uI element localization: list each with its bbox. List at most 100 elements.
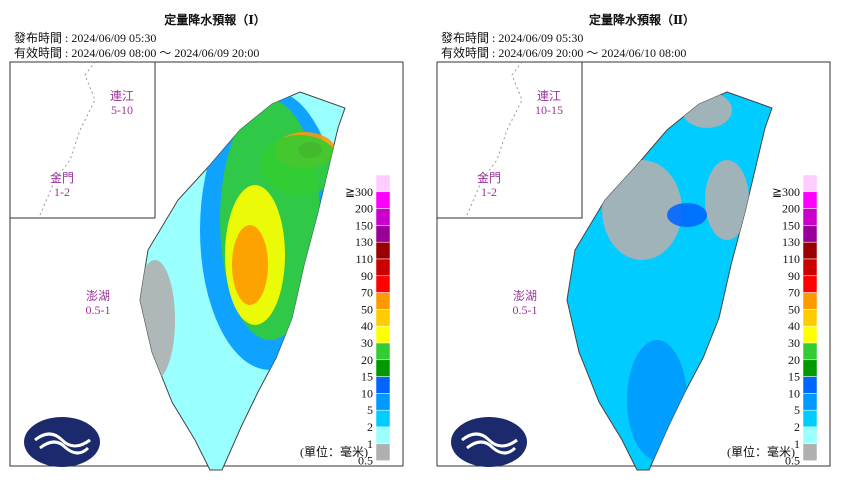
legend-label: 20 (788, 353, 800, 367)
inset-range: 10-15 (535, 103, 563, 117)
legend-swatch (802, 376, 818, 394)
issued-time: 發布時間 : 2024/06/09 05:30 (14, 30, 156, 45)
legend-swatch (802, 426, 818, 445)
legend-label: 15 (361, 370, 373, 384)
legend-swatch (375, 225, 391, 243)
legend-label: 90 (361, 269, 373, 283)
legend-swatch (802, 225, 818, 243)
rain-area (260, 135, 340, 195)
legend-swatch (375, 191, 391, 209)
legend-swatch (802, 393, 818, 411)
legend-label: 150 (782, 218, 800, 232)
rain-area (667, 203, 707, 227)
legend-swatch (375, 376, 391, 394)
legend-swatch (375, 342, 391, 361)
inset-name: 金門 (50, 170, 74, 185)
cwa-logo-swirl (461, 432, 518, 455)
legend-swatch (375, 426, 391, 445)
legend-label: 5 (367, 403, 373, 417)
legend-swatch (375, 359, 391, 377)
inset-range: 1-2 (54, 185, 70, 199)
legend-swatch (375, 409, 391, 428)
legend-swatch (802, 241, 818, 260)
coast (466, 61, 523, 216)
legend-label: 20 (361, 353, 373, 367)
inset-frame (436, 61, 583, 219)
rain-area (705, 160, 749, 240)
legend-swatch (802, 443, 818, 461)
legend-swatch (802, 309, 818, 327)
legend-swatch (375, 443, 391, 461)
legend-label: 1 (367, 437, 373, 451)
legend-swatch (802, 174, 818, 193)
inset-range: 1-2 (481, 185, 497, 199)
legend-label: 0.5 (785, 454, 800, 468)
rain-area (602, 160, 682, 260)
legend-label: 200 (355, 202, 373, 216)
legend-swatch (802, 325, 818, 344)
panel-title: 定量降水預報（Ⅰ） (164, 12, 266, 27)
legend-label: 50 (788, 302, 800, 316)
legend-label: 50 (361, 302, 373, 316)
legend-label: 150 (355, 218, 373, 232)
legend-swatch (375, 393, 391, 411)
legend-swatch (375, 258, 391, 277)
inset-range: 0.5-1 (513, 303, 538, 317)
legend-label: 70 (788, 286, 800, 300)
legend-swatch (802, 292, 818, 310)
legend-swatch (375, 309, 391, 327)
legend-label: ≧300 (345, 185, 373, 199)
unit-label: (單位：毫米) (727, 444, 795, 459)
cwa-logo-swirl (34, 432, 91, 455)
legend-label: 130 (782, 235, 800, 249)
legend-swatch (375, 292, 391, 310)
legend-label: 70 (361, 286, 373, 300)
legend-label: 2 (367, 420, 373, 434)
legend-label: 130 (355, 235, 373, 249)
unit-label: (單位：毫米) (300, 444, 368, 459)
valid-time: 有效時間 : 2024/06/09 08:00 ～ 2024/06/09 20:… (14, 45, 259, 60)
legend-label: 10 (788, 386, 800, 400)
legend-label: 90 (788, 269, 800, 283)
inset-range: 5-10 (111, 103, 133, 117)
issued-time: 發布時間 : 2024/06/09 05:30 (441, 30, 583, 45)
legend-swatch (802, 191, 818, 209)
inset-name: 澎湖 (86, 288, 110, 303)
panel-title: 定量降水預報（Ⅱ） (589, 12, 695, 27)
legend-swatch (375, 174, 391, 193)
legend-swatch (802, 208, 818, 226)
legend-swatch (802, 342, 818, 361)
inset-name: 連江 (110, 89, 134, 103)
legend-label: 0.5 (358, 454, 373, 468)
inset-name: 連江 (537, 89, 561, 103)
legend-label: 200 (782, 202, 800, 216)
legend-label: 30 (361, 336, 373, 350)
inset-range: 0.5-1 (86, 303, 111, 317)
legend-label: 110 (782, 252, 800, 266)
legend-swatch (375, 325, 391, 344)
legend-label: 15 (788, 370, 800, 384)
legend-label: 2 (794, 420, 800, 434)
legend-label: 5 (794, 403, 800, 417)
legend-label: 110 (355, 252, 373, 266)
coast (39, 61, 96, 216)
legend-label: 40 (361, 319, 373, 333)
legend-label: 40 (788, 319, 800, 333)
legend-label: 30 (788, 336, 800, 350)
legend-label: ≧300 (772, 185, 800, 199)
inset-name: 澎湖 (513, 288, 537, 303)
valid-time: 有效時間 : 2024/06/09 20:00 ～ 2024/06/10 08:… (441, 45, 686, 60)
legend-label: 1 (794, 437, 800, 451)
legend-swatch (375, 208, 391, 226)
legend-swatch (802, 275, 818, 293)
legend-swatch (802, 258, 818, 277)
legend-swatch (802, 359, 818, 377)
inset-name: 金門 (477, 170, 501, 185)
legend-label: 10 (361, 386, 373, 400)
rain-area (232, 225, 268, 305)
legend-swatch (802, 409, 818, 428)
